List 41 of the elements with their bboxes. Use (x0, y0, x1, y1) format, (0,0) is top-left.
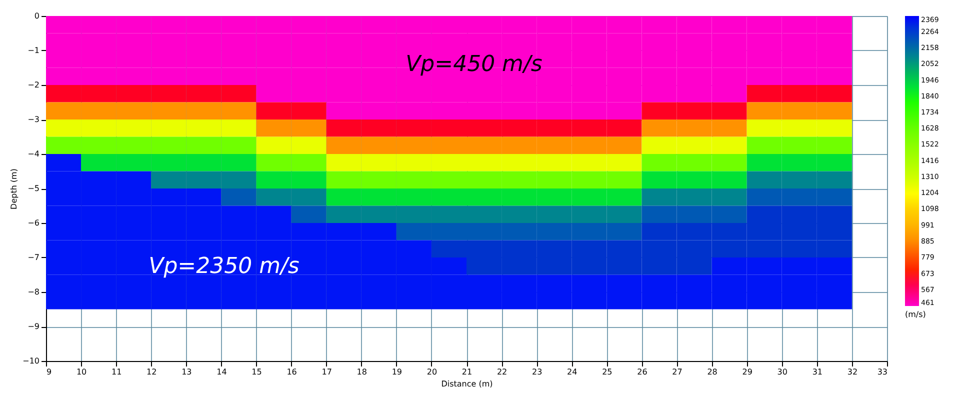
legend-title: (m/s) (905, 310, 926, 319)
x-tick-label: 23 (532, 368, 542, 376)
y-tick-label: −1 (28, 46, 40, 55)
x-tick-label: 20 (426, 368, 438, 376)
x-tick-label: 15 (252, 368, 262, 376)
x-tick-label: 16 (286, 368, 297, 376)
x-tick-label: 26 (637, 368, 648, 376)
x-tick-label: 11 (111, 368, 122, 376)
x-tick-label: 18 (356, 368, 367, 376)
x-tick-label: 31 (812, 368, 823, 376)
x-tick-label: 25 (602, 368, 612, 376)
x-tick-label: 28 (707, 368, 718, 376)
y-tick-label: −10 (22, 356, 40, 366)
y-tick-label: −6 (28, 218, 40, 228)
x-tick-label: 14 (216, 368, 227, 376)
y-tick-label: −7 (28, 253, 40, 262)
y-tick-label: −9 (28, 322, 40, 331)
x-tick-label: 24 (567, 368, 578, 376)
annotation: Vp=2350 m/s (148, 254, 300, 279)
x-tick-label: 29 (742, 368, 752, 376)
x-tick-label: 9 (46, 368, 52, 376)
x-tick-label: 13 (182, 368, 192, 376)
y-tick-label: −2 (28, 80, 40, 90)
x-axis-title: Distance (m) (441, 380, 493, 388)
x-tick-label: 17 (322, 368, 332, 376)
x-tick-label: 19 (392, 368, 402, 376)
x-tick-label: 10 (76, 368, 87, 376)
y-tick-label: −5 (28, 184, 40, 193)
x-tick-label: 33 (877, 368, 888, 376)
x-tick-label: 12 (146, 368, 157, 376)
x-tick-label: 22 (496, 368, 508, 376)
y-tick-label: −3 (28, 115, 40, 124)
y-tick-label: −4 (28, 150, 40, 158)
y-tick-label: 0 (34, 12, 40, 20)
x-tick-label: 27 (672, 368, 682, 376)
x-tick-label: 30 (777, 368, 788, 376)
x-tick-label: 21 (462, 368, 472, 376)
y-tick-label: −8 (28, 288, 40, 296)
annotation: Vp=450 m/s (406, 52, 542, 77)
y-axis-title: Depth (m) (10, 168, 19, 210)
x-tick-label: 32 (847, 368, 858, 376)
